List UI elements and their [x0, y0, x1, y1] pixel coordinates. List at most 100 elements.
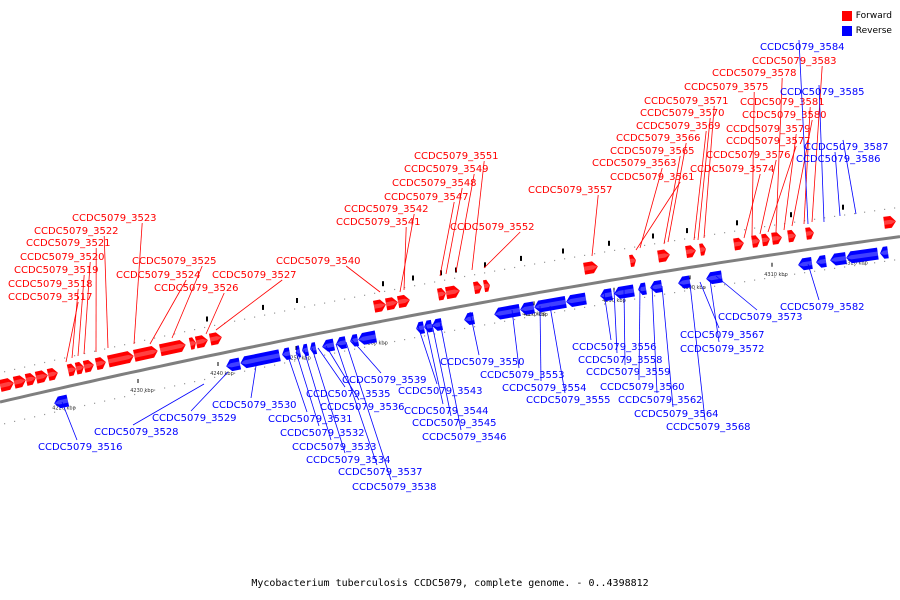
forward-gene-arrow [805, 227, 814, 240]
leader-line [83, 261, 91, 355]
reverse-gene-arrow [296, 345, 302, 358]
gene-label: CCDC5079_3564 [634, 409, 719, 420]
guide-dot [544, 313, 546, 315]
leader-line [469, 311, 480, 356]
guide-dot [744, 229, 746, 231]
guide-dot [474, 274, 476, 276]
track-tick [790, 212, 792, 218]
forward-gene-arrow [12, 375, 26, 389]
leader-line [798, 39, 809, 225]
guide-dot [144, 391, 146, 393]
guide-dot [634, 246, 636, 248]
leader-line [539, 305, 542, 382]
guide-dot [54, 411, 56, 413]
leader-line [775, 77, 783, 233]
guide-dot [444, 331, 446, 333]
gene-label: CCDC5079_3538 [352, 482, 437, 493]
guide-dot [824, 217, 826, 219]
leader-line [818, 84, 825, 223]
leader-line [455, 173, 475, 273]
guide-dot [684, 238, 686, 240]
reverse-gene-arrow [358, 330, 377, 345]
gene-label: CCDC5079_3546 [422, 432, 507, 443]
reverse-gene-arrow [706, 270, 723, 285]
reverse-gene-arrow [678, 275, 691, 289]
track-tick [686, 228, 688, 234]
leader-line [335, 343, 378, 466]
guide-dot [304, 358, 306, 360]
gene-label: CCDC5079_3554 [502, 383, 587, 394]
reverse-gene-arrow [336, 336, 348, 350]
leader-line [807, 263, 820, 301]
leader-line [61, 401, 78, 441]
gene-label: CCDC5079_3555 [526, 395, 611, 406]
leader-line [549, 305, 566, 394]
reverse-gene-arrow [494, 304, 521, 320]
guide-dot [364, 294, 366, 296]
forward-gene-arrow [372, 299, 386, 313]
ruler-label: 4280 kbp [522, 311, 546, 317]
gene-labels: CCDC5079_3517 CCDC5079_3518 CCDC5079_3519 C… [8, 39, 889, 493]
guide-dot [394, 340, 396, 343]
guide-dot [354, 296, 356, 298]
leader-line [811, 65, 823, 223]
guide-dot [174, 333, 176, 335]
guide-dot [64, 357, 66, 359]
legend-forward: Forward [841, 8, 892, 23]
gene-label: CCDC5079_3565 [610, 146, 695, 157]
guide-dot [14, 368, 16, 370]
reverse-gene-arrow [432, 318, 444, 331]
guide-dot [414, 337, 416, 339]
guide-dot [24, 418, 26, 420]
guide-dot [484, 324, 486, 326]
leader-line [667, 142, 687, 243]
guide-dot [734, 282, 736, 284]
leader-line [511, 309, 520, 369]
guide-dot [894, 207, 896, 209]
guide-dot [174, 385, 176, 387]
guide-dot [164, 335, 166, 337]
forward-gene-arrow [159, 339, 186, 357]
leader-line [303, 349, 332, 441]
guide-dot [14, 420, 16, 422]
leader-line [311, 347, 346, 454]
guide-dot [584, 254, 586, 256]
reverse-gene-arrow [322, 338, 336, 352]
guide-dot [234, 372, 236, 374]
leader-line [759, 159, 777, 235]
gene-label: CCDC5079_3525 [132, 256, 217, 267]
guide-dot [324, 354, 326, 356]
track-tick [608, 240, 610, 246]
track-tick [206, 316, 208, 322]
guide-dot [164, 387, 166, 389]
track-tick [562, 248, 564, 254]
guide-dot [274, 312, 276, 314]
leader-line [171, 265, 203, 339]
leader-line [689, 283, 706, 421]
guide-dot [104, 348, 106, 350]
guide-dot [874, 210, 876, 212]
guide-dot [334, 352, 336, 354]
guide-dot [44, 361, 46, 364]
guide-dot [554, 259, 556, 262]
guide-dot [194, 329, 196, 331]
guide-dot [124, 396, 126, 398]
forward-gene-arrow [66, 363, 76, 377]
guide-dot [704, 287, 706, 289]
gene-label: CCDC5079_3574 [690, 164, 775, 175]
forward-gene-arrow [699, 243, 706, 256]
guide-dot [384, 342, 386, 344]
leader-line [709, 279, 720, 343]
gene-label: CCDC5079_3558 [578, 355, 663, 366]
guide-dot [604, 303, 606, 305]
guide-dot [594, 253, 596, 255]
guide-dot [214, 324, 216, 326]
guide-dot [334, 300, 336, 302]
guide-dot [644, 244, 646, 246]
reverse-gene-arrow [880, 246, 889, 259]
reverse-gene-arrow [302, 343, 310, 357]
guide-dot [284, 362, 286, 364]
leader-line [715, 275, 758, 311]
gene-label: CCDC5079_3582 [780, 302, 865, 313]
guide-dot [314, 304, 316, 306]
